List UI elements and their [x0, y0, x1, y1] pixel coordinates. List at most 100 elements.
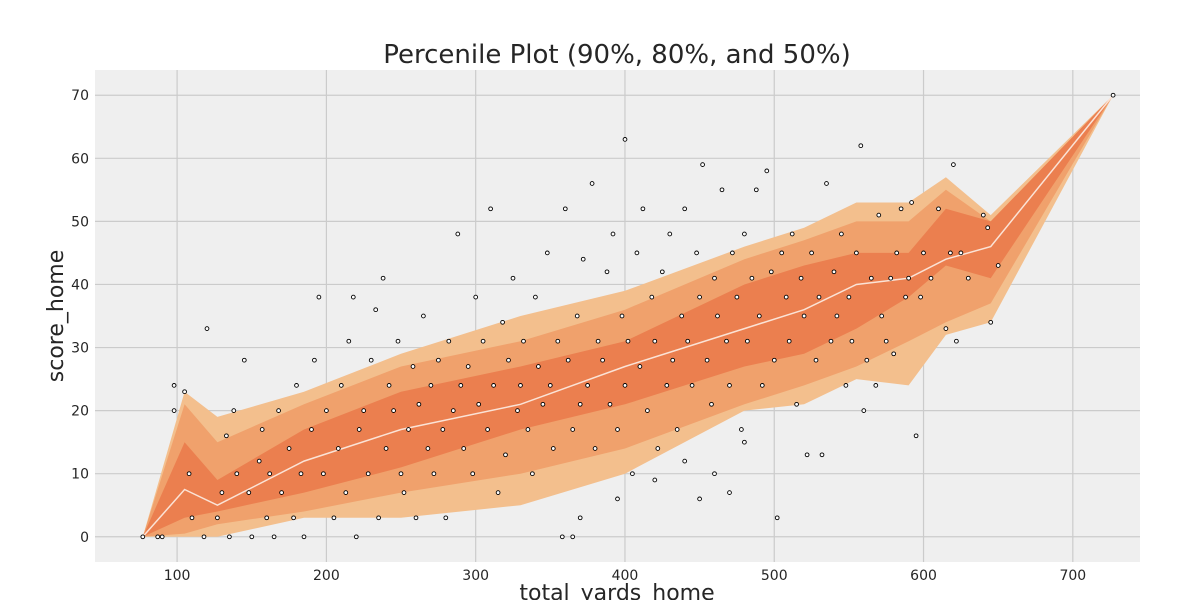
data-point: [655, 446, 661, 451]
data-point: [416, 401, 422, 407]
data-point: [965, 275, 971, 281]
data-point: [652, 477, 658, 483]
data-point: [794, 401, 799, 407]
data-point: [298, 471, 304, 477]
data-point: [324, 408, 329, 413]
data-point: [700, 162, 705, 167]
data-point: [936, 206, 941, 212]
data-point: [846, 294, 852, 300]
x-tick-label: 300: [462, 568, 489, 584]
data-point: [446, 338, 452, 344]
data-point: [201, 534, 207, 540]
data-point: [413, 515, 419, 521]
data-point: [948, 250, 953, 256]
data-point: [286, 446, 292, 451]
data-point: [368, 357, 374, 363]
data-point: [309, 427, 314, 432]
data-point: [759, 383, 765, 388]
data-point: [1110, 92, 1116, 98]
data-point: [819, 452, 825, 458]
data-point: [346, 338, 352, 344]
data-point: [798, 275, 804, 281]
data-point: [279, 490, 284, 495]
data-point: [828, 338, 834, 344]
data-point: [231, 408, 237, 413]
data-point: [256, 458, 262, 464]
data-point: [786, 338, 792, 344]
data-point: [839, 231, 844, 237]
data-point: [455, 231, 461, 237]
data-point: [954, 338, 959, 344]
data-point: [361, 408, 367, 413]
data-point: [234, 471, 240, 477]
data-point: [980, 212, 986, 218]
data-point: [619, 313, 625, 319]
data-point: [783, 294, 789, 300]
data-point: [849, 338, 855, 344]
data-point: [951, 162, 956, 167]
data-point: [985, 225, 991, 231]
data-point: [615, 427, 620, 432]
data-point: [540, 401, 546, 407]
y-axis-label: score_home: [44, 250, 69, 382]
data-point: [383, 446, 389, 451]
data-point: [559, 534, 565, 540]
data-point: [734, 294, 740, 300]
data-point: [376, 515, 381, 521]
data-point: [712, 275, 717, 281]
data-point: [500, 319, 505, 325]
data-point: [373, 307, 379, 313]
data-point: [301, 534, 307, 540]
data-point: [622, 383, 628, 388]
data-point: [380, 275, 386, 281]
x-tick-label: 400: [612, 568, 639, 584]
data-point: [470, 471, 476, 477]
data-point: [246, 490, 252, 495]
data-point: [888, 275, 894, 281]
y-tick-label: 50: [71, 214, 89, 230]
data-point: [854, 250, 859, 256]
data-point: [861, 408, 867, 413]
data-point: [577, 401, 583, 407]
data-point: [742, 231, 747, 237]
x-axis-label: total_yards_home: [519, 581, 714, 600]
data-point: [386, 383, 392, 388]
data-point: [704, 357, 710, 363]
data-point: [461, 446, 467, 451]
data-point: [443, 515, 449, 521]
data-point: [667, 231, 673, 237]
data-point: [401, 490, 407, 495]
x-tick-label: 100: [164, 568, 191, 584]
data-point: [630, 471, 635, 477]
median-line: [142, 94, 1114, 538]
data-point: [565, 357, 571, 363]
x-tick-label: 600: [910, 568, 937, 584]
data-point: [547, 383, 553, 388]
data-point: [712, 471, 717, 477]
data-point: [219, 490, 225, 495]
data-point: [883, 338, 889, 344]
data-point: [431, 471, 437, 477]
data-point: [756, 313, 762, 319]
data-point: [215, 515, 220, 521]
data-point: [171, 383, 177, 388]
data-point: [515, 408, 520, 413]
data-point: [742, 439, 747, 445]
data-point: [316, 294, 322, 300]
data-point: [843, 383, 849, 388]
x-tick-label: 200: [313, 568, 340, 584]
data-point: [652, 338, 658, 344]
data-point: [600, 357, 605, 363]
data-point: [562, 206, 568, 212]
data-point: [574, 313, 580, 319]
data-point: [428, 383, 434, 388]
data-point: [503, 452, 508, 458]
percentile-bands: [142, 94, 1114, 538]
data-point: [873, 383, 879, 388]
data-point: [155, 534, 161, 540]
data-point: [921, 250, 926, 256]
data-point: [898, 206, 904, 212]
data-point: [868, 275, 874, 281]
data-point: [450, 408, 456, 413]
